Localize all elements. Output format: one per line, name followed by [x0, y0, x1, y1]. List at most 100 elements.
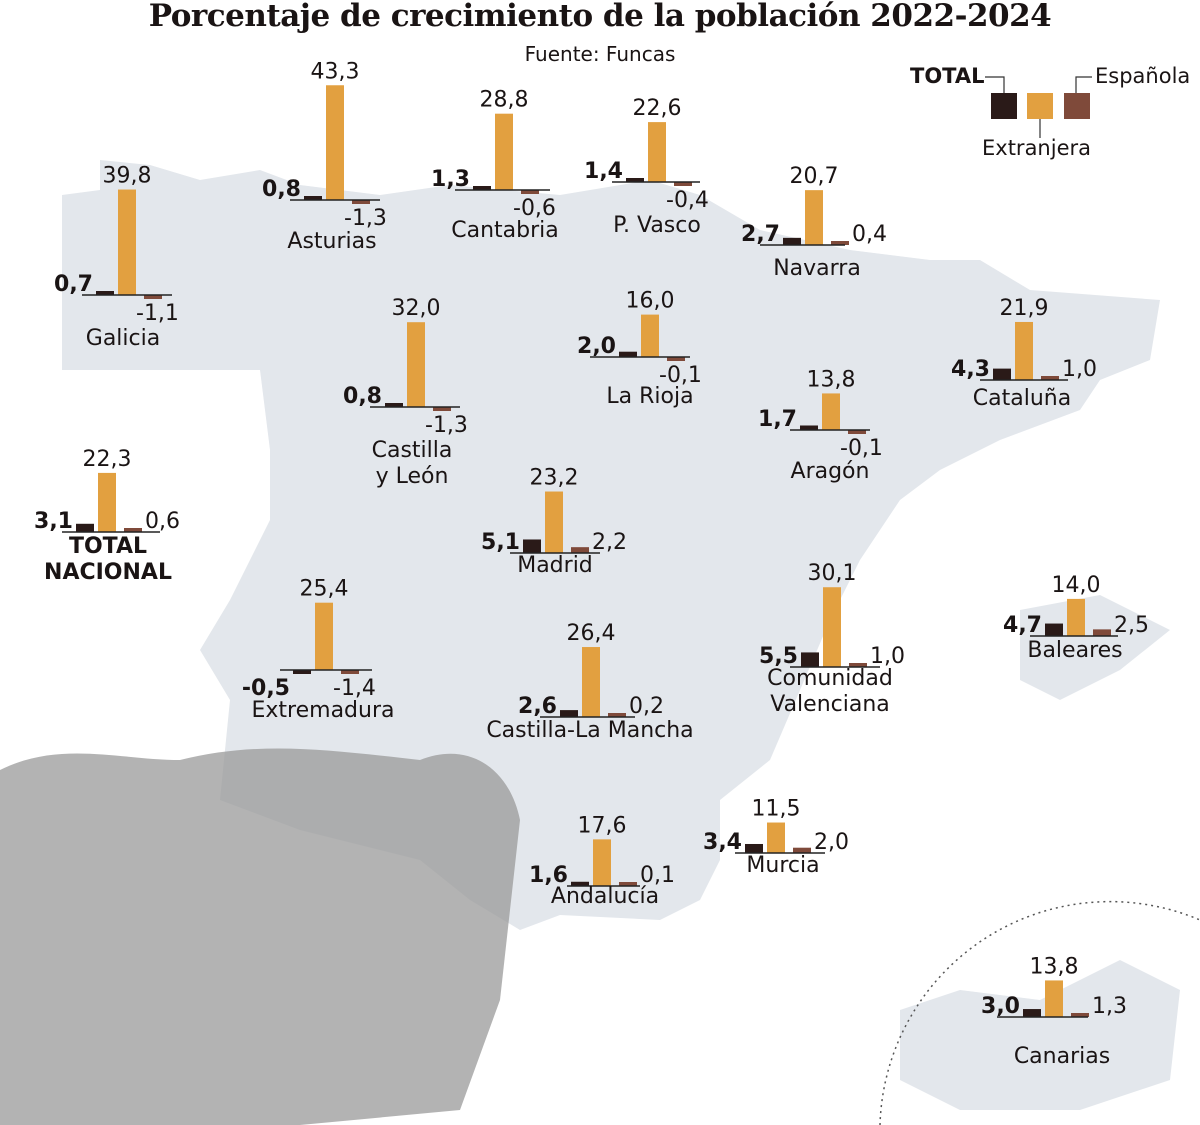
legend-total: TOTAL	[910, 64, 985, 88]
value-total: 0,8	[262, 177, 301, 202]
value-espanola: 1,0	[870, 644, 905, 669]
value-extranjera: 39,8	[103, 164, 152, 189]
value-espanola: -1,4	[333, 676, 376, 701]
bar-extranjera	[582, 647, 600, 717]
value-espanola: 2,2	[592, 530, 627, 555]
region-label: Canarias	[1014, 1044, 1110, 1069]
bar-extranjera	[495, 113, 513, 190]
bar-extranjera	[407, 322, 425, 407]
value-total: 0,8	[343, 384, 382, 409]
bar-espanola	[619, 882, 637, 886]
value-total: 0,7	[54, 272, 93, 297]
canarias-inset-border	[879, 900, 1200, 1125]
value-extranjera: 23,2	[530, 466, 579, 491]
value-total: 3,4	[703, 830, 742, 855]
region-la-rioja: 2,0 16,0 -0,1La Rioja	[577, 289, 702, 409]
bar-espanola	[831, 241, 849, 245]
value-espanola: -0,6	[513, 196, 556, 221]
bar-espanola	[793, 847, 811, 853]
peninsula-shape	[62, 160, 1160, 930]
bar-extranjera	[822, 393, 840, 430]
bar-total	[76, 523, 94, 532]
bar-total	[473, 186, 491, 190]
baleares-shape	[1020, 595, 1170, 700]
region-canarias: 3,0 13,8 1,3 Canarias	[981, 954, 1127, 1069]
legend-connectors	[985, 76, 1092, 138]
value-extranjera: 16,0	[626, 289, 675, 314]
bar-espanola	[144, 295, 162, 299]
region-cataluña: 4,3 21,9 1,0 Cataluña	[951, 296, 1097, 411]
value-espanola: 0,1	[640, 863, 675, 888]
bar-extranjera	[767, 822, 785, 853]
bar-extranjera	[641, 314, 659, 357]
value-espanola: -1,3	[425, 413, 468, 438]
bar-extranjera	[648, 122, 666, 182]
value-espanola: 0,6	[145, 509, 180, 534]
bar-total	[1045, 623, 1063, 636]
bar-extranjera	[118, 189, 136, 295]
bar-extranjera	[326, 85, 344, 200]
value-espanola: 0,4	[852, 222, 887, 247]
bar-total	[626, 178, 644, 182]
value-espanola: 2,0	[814, 830, 849, 855]
bar-extranjera	[1045, 980, 1063, 1017]
region-label: Cataluña	[973, 386, 1071, 411]
value-extranjera: 14,0	[1052, 573, 1101, 598]
region-label: Andalucía	[551, 884, 659, 909]
value-espanola: 2,5	[1114, 613, 1149, 638]
value-extranjera: 20,7	[790, 164, 839, 189]
value-extranjera: 28,8	[480, 88, 529, 113]
value-espanola: -0,1	[659, 363, 702, 388]
region-label: y León	[376, 464, 449, 489]
region-label: Asturias	[287, 229, 376, 254]
bar-espanola	[124, 528, 142, 532]
region-label: La Rioja	[606, 384, 693, 409]
bar-extranjera	[545, 491, 563, 553]
value-extranjera: 43,3	[311, 59, 360, 84]
bar-extranjera	[98, 472, 116, 532]
region-label: Castilla	[372, 438, 453, 463]
region-label: Castilla-La Mancha	[486, 718, 693, 743]
value-total: 2,6	[518, 694, 557, 719]
bar-extranjera	[315, 602, 333, 670]
people-photo	[0, 748, 520, 1125]
bar-espanola	[571, 547, 589, 553]
bar-espanola	[667, 357, 685, 361]
bar-espanola	[849, 663, 867, 667]
bar-extranjera	[805, 190, 823, 245]
value-total: 4,7	[1003, 613, 1042, 638]
value-total: 4,3	[951, 357, 990, 382]
bar-total	[800, 425, 818, 430]
region-label: TOTAL	[69, 534, 147, 559]
value-extranjera: 17,6	[578, 813, 627, 838]
bar-extranjera	[1067, 598, 1085, 636]
value-extranjera: 22,6	[633, 96, 682, 121]
value-extranjera: 21,9	[1000, 296, 1049, 321]
value-total: -0,5	[242, 676, 290, 701]
bar-total	[745, 843, 763, 853]
bar-total	[993, 368, 1011, 380]
value-total: 2,7	[741, 222, 780, 247]
value-extranjera: 13,8	[1030, 954, 1079, 979]
bar-espanola	[341, 670, 359, 674]
value-total: 1,3	[431, 167, 470, 192]
value-extranjera: 11,5	[752, 797, 801, 822]
region-label: Madrid	[517, 553, 593, 578]
bar-espanola	[521, 190, 539, 194]
value-total: 1,6	[529, 863, 568, 888]
value-extranjera: 30,1	[808, 561, 857, 586]
chart-source: Fuente: Funcas	[524, 42, 676, 66]
region-label: Comunidad	[767, 666, 893, 691]
region-label: Aragón	[791, 459, 870, 484]
region-label: Galicia	[86, 326, 160, 351]
region-label: Baleares	[1027, 638, 1122, 663]
